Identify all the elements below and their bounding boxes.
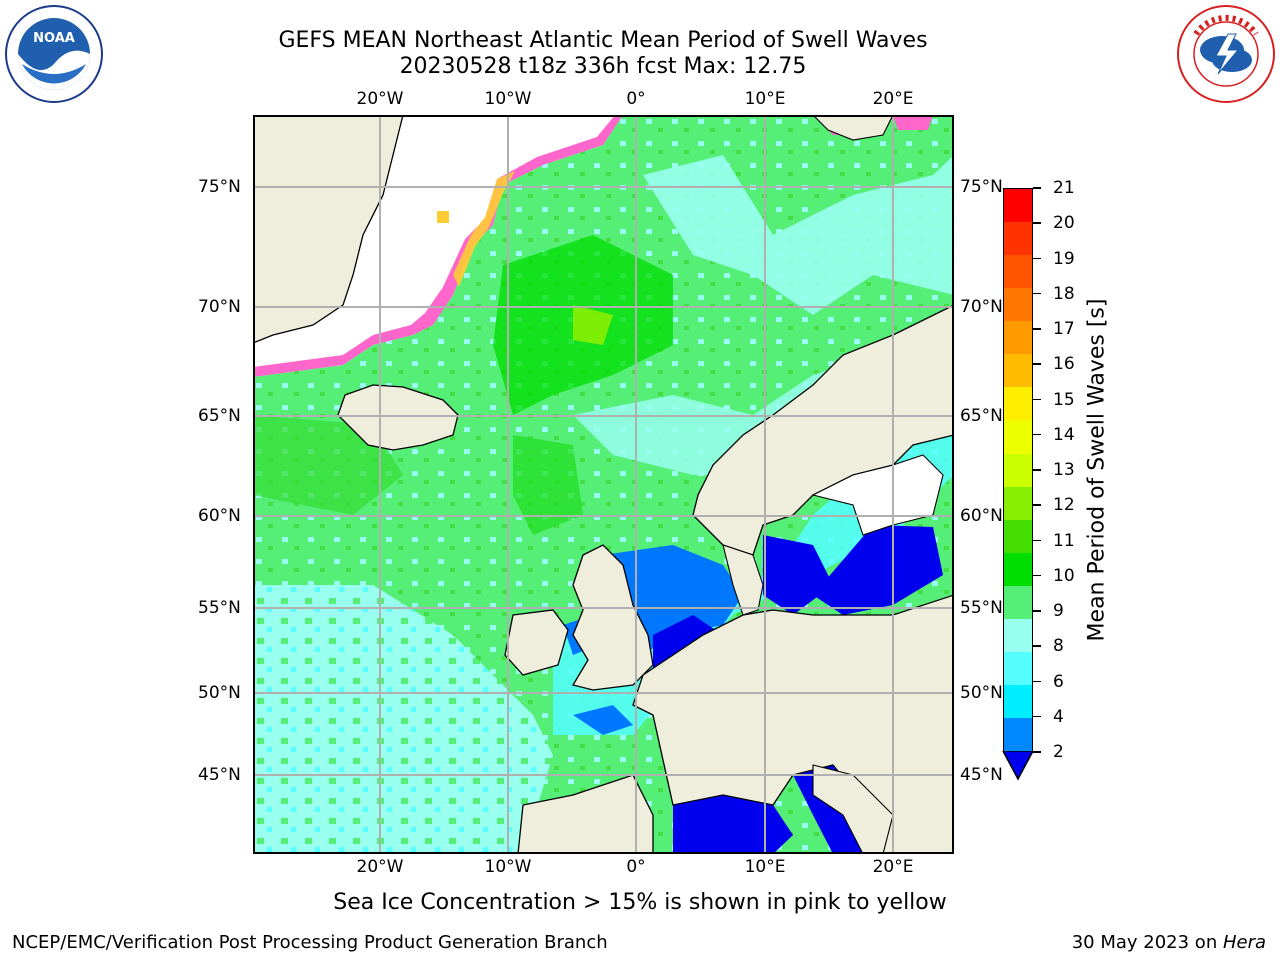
colorbar-tick-mark (1033, 504, 1041, 506)
colorbar-segment (1004, 519, 1032, 553)
lon-label-bottom-20e: 20°E (872, 857, 914, 877)
colorbar-segment (1004, 354, 1032, 388)
lon-label-top-10e: 10°E (744, 89, 786, 109)
colorbar-tick-mark (1033, 574, 1041, 577)
colorbar-extend-arrow (1002, 751, 1034, 781)
lat-label-left-75n: 75°N (198, 177, 241, 197)
colorbar-tick-label: 4 (1053, 706, 1064, 727)
lat-label-right-65n: 65°N (960, 406, 1003, 426)
colorbar-segment (1004, 288, 1032, 322)
lat-label-left-65n: 65°N (198, 406, 241, 426)
colorbar-segment (1004, 387, 1032, 421)
colorbar-tick-label: 16 (1053, 354, 1075, 375)
lat-label-right-60n: 60°N (960, 506, 1003, 526)
lon-label-top-20e: 20°E (872, 89, 914, 109)
colorbar-segment (1004, 189, 1032, 223)
colorbar-segment (1004, 651, 1032, 685)
colorbar-segment (1004, 585, 1032, 619)
colorbar-tick-mark (1033, 645, 1041, 647)
lat-label-left-55n: 55°N (198, 598, 241, 618)
lon-label-bottom-0: 0° (626, 857, 646, 877)
colorbar-tick-mark (1033, 187, 1041, 189)
graticule (253, 115, 954, 854)
lon-label-top-20w: 20°W (356, 89, 404, 109)
lat-label-right-45n: 45°N (960, 765, 1003, 785)
lat-label-left-45n: 45°N (198, 765, 241, 785)
colorbar-tick-mark (1033, 610, 1041, 612)
colorbar-segment (1004, 718, 1032, 752)
colorbar-tick-mark (1033, 257, 1041, 259)
colorbar-segment (1004, 453, 1032, 487)
colorbar (1003, 188, 1033, 752)
lat-label-left-70n: 70°N (198, 297, 241, 317)
footer-date-text: 30 May 2023 on (1071, 932, 1223, 953)
colorbar-tick-mark (1033, 292, 1041, 295)
colorbar-tick-label: 18 (1053, 283, 1075, 304)
noaa-logo-text: NOAA (33, 31, 75, 46)
lat-label-right-70n: 70°N (960, 297, 1003, 317)
colorbar-tick-label: 11 (1053, 530, 1075, 551)
chart-subtitle: 20230528 t18z 336h fcst Max: 12.75 (399, 54, 807, 79)
noaa-logo: NOAA (5, 5, 103, 103)
colorbar-tick-mark (1033, 469, 1041, 471)
colorbar-tick-mark (1033, 751, 1041, 753)
lat-label-right-75n: 75°N (960, 177, 1003, 197)
colorbar-tick-mark (1033, 328, 1041, 330)
colorbar-tick-label: 13 (1053, 460, 1075, 480)
colorbar-segment (1004, 255, 1032, 289)
map-frame (253, 115, 954, 854)
lat-label-right-55n: 55°N (960, 598, 1003, 618)
colorbar-segment (1004, 222, 1032, 256)
colorbar-tick-mark (1033, 680, 1041, 682)
colorbar-tick-label: 17 (1053, 319, 1075, 339)
colorbar-tick-label: 6 (1053, 671, 1064, 692)
lat-label-left-60n: 60°N (198, 506, 241, 526)
colorbar-tick-label: 19 (1053, 248, 1075, 269)
colorbar-tick-label: 14 (1053, 424, 1075, 445)
colorbar-segment (1004, 321, 1032, 355)
colorbar-tick-label: 10 (1053, 565, 1075, 586)
nws-logo (1177, 5, 1275, 103)
colorbar-segment (1004, 420, 1032, 454)
colorbar-segment (1004, 618, 1032, 652)
colorbar-tick-label: 8 (1053, 636, 1064, 657)
colorbar-tick-label: 9 (1053, 601, 1064, 621)
lon-label-top-10w: 10°W (484, 89, 532, 109)
colorbar-segment (1004, 486, 1032, 520)
colorbar-segment (1004, 684, 1032, 718)
colorbar-tick-label: 21 (1053, 178, 1075, 198)
colorbar-tick-label: 12 (1053, 495, 1075, 516)
colorbar-tick-mark (1033, 715, 1041, 718)
map-panel (253, 115, 954, 854)
sea-ice-caption: Sea Ice Concentration > 15% is shown in … (333, 890, 947, 915)
lon-label-bottom-10w: 10°W (484, 857, 532, 877)
colorbar-segment (1004, 552, 1032, 586)
lon-label-bottom-20w: 20°W (356, 857, 404, 877)
colorbar-tick-label: 20 (1053, 213, 1075, 234)
colorbar-tick-label: 2 (1053, 742, 1064, 762)
footer-credit: NCEP/EMC/Verification Post Processing Pr… (12, 932, 608, 953)
colorbar-label: Mean Period of Swell Waves [s] (1084, 298, 1110, 642)
footer-date: 30 May 2023 on Hera (1072, 932, 1266, 953)
colorbar-tick-mark (1033, 363, 1041, 365)
colorbar-tick-label: 15 (1053, 389, 1075, 410)
lon-label-bottom-10e: 10°E (744, 857, 786, 877)
lon-label-top-0: 0° (626, 89, 646, 109)
footer-machine: Hera (1222, 932, 1266, 953)
colorbar-tick-mark (1033, 222, 1041, 224)
colorbar-tick-mark (1033, 539, 1041, 541)
chart-title: GEFS MEAN Northeast Atlantic Mean Period… (278, 28, 928, 53)
lat-label-right-50n: 50°N (960, 683, 1003, 703)
colorbar-tick-mark (1033, 398, 1041, 400)
lat-label-left-50n: 50°N (198, 683, 241, 703)
colorbar-tick-mark (1033, 433, 1041, 436)
